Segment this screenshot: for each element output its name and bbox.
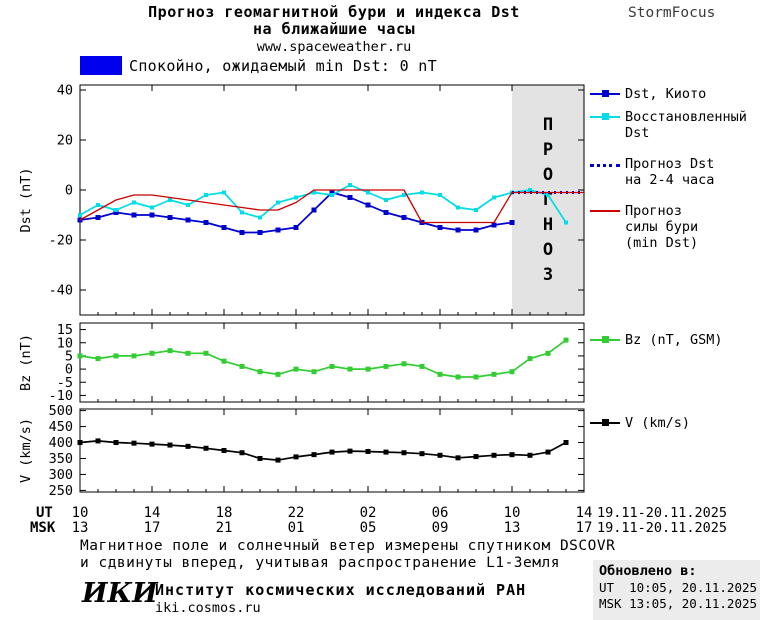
legend-dst-kyoto: Dst, Киото	[590, 86, 706, 102]
updated-box: Обновлено в: UT 10:05, 20.11.2025 MSK 13…	[593, 560, 760, 620]
iki-logo: ИКИ	[82, 578, 158, 609]
svg-text:17: 17	[576, 520, 593, 536]
svg-text:MSK: MSK	[30, 520, 56, 536]
legend-bz: Bz (nT, GSM)	[590, 332, 723, 348]
svg-text:17: 17	[144, 520, 161, 536]
svg-text:22: 22	[288, 505, 305, 521]
svg-text:09: 09	[432, 520, 449, 536]
title-line2: на ближайшие часы	[252, 20, 416, 38]
svg-text:-40: -40	[49, 283, 73, 299]
data-source-line2: и сдвинуты вперед, учитывая распростране…	[80, 555, 560, 571]
legend-label: Прогноз силы бури (min Dst)	[625, 203, 699, 251]
svg-text:350: 350	[49, 451, 73, 467]
svg-text:18: 18	[216, 505, 233, 521]
svg-text:О: О	[543, 240, 553, 260]
updated-ut: UT 10:05, 20.11.2025	[599, 580, 758, 595]
svg-text:21: 21	[216, 520, 233, 536]
svg-text:-20: -20	[49, 233, 73, 249]
brand-label: StormFocus	[628, 5, 716, 21]
svg-text:Dst (nT): Dst (nT)	[18, 167, 34, 232]
data-source-line1: Магнитное поле и солнечный ветер измерен…	[80, 538, 616, 554]
legend-v: V (km/s)	[590, 415, 690, 431]
title-line1: Прогноз геомагнитной бури и индекса Dst	[148, 3, 520, 21]
restored-dst-line-icon	[590, 112, 620, 122]
quiet-level-swatch	[80, 56, 122, 75]
svg-text:З: З	[543, 265, 553, 285]
svg-text:06: 06	[432, 505, 449, 521]
svg-text:15: 15	[57, 322, 73, 338]
svg-text:450: 450	[49, 419, 73, 435]
svg-text:5: 5	[65, 348, 73, 364]
svg-text:40: 40	[57, 83, 73, 99]
svg-text:Р: Р	[543, 140, 553, 160]
bz-line-icon	[590, 335, 620, 345]
svg-text:01: 01	[288, 520, 305, 536]
storm-strength-line-icon	[590, 206, 620, 216]
iki-url: iki.cosmos.ru	[155, 600, 261, 616]
status-row: Спокойно, ожидаемый min Dst: 0 nT	[80, 56, 437, 75]
legend-storm-strength: Прогноз силы бури (min Dst)	[590, 203, 698, 251]
institute-name: Институт космических исследований РАН	[155, 581, 527, 599]
svg-text:Г: Г	[543, 190, 553, 210]
legend-label: V (km/s)	[625, 415, 691, 431]
svg-text:14: 14	[144, 505, 161, 521]
status-label: Спокойно, ожидаемый min Dst: 0 nT	[129, 56, 437, 75]
svg-text:10: 10	[504, 505, 521, 521]
chart-title-block: Прогноз геомагнитной бури и индекса Dst …	[80, 3, 588, 56]
updated-label: Обновлено в:	[599, 563, 697, 579]
svg-text:0: 0	[65, 362, 73, 378]
svg-text:-5: -5	[57, 375, 73, 391]
spaceweather-url: www.spaceweather.ru	[256, 39, 412, 55]
v-line-icon	[590, 418, 620, 428]
legend-label: Прогноз Dst на 2-4 часа	[625, 156, 715, 188]
svg-text:П: П	[543, 115, 553, 135]
svg-text:10: 10	[57, 335, 73, 351]
svg-text:20: 20	[57, 133, 73, 149]
updated-msk: MSK 13:05, 20.11.2025	[599, 596, 758, 611]
svg-text:Н: Н	[543, 215, 553, 235]
svg-text:19.11-20.11.2025: 19.11-20.11.2025	[597, 505, 727, 521]
legend-label: Dst, Киото	[625, 86, 707, 102]
legend-restored-dst: Восстановленный Dst	[590, 109, 747, 141]
legend-label: Восстановленный Dst	[625, 109, 747, 141]
legend-forecast-dst: Прогноз Dst на 2-4 часа	[590, 156, 714, 188]
svg-text:19.11-20.11.2025: 19.11-20.11.2025	[597, 520, 727, 536]
svg-text:Bz (nT): Bz (nT)	[18, 334, 34, 391]
svg-text:400: 400	[49, 435, 73, 451]
svg-text:V (km/s): V (km/s)	[18, 418, 34, 483]
svg-text:13: 13	[72, 520, 89, 536]
forecast-dst-dotted-line-icon	[590, 164, 620, 167]
svg-text:10: 10	[72, 505, 89, 521]
svg-text:0: 0	[65, 183, 73, 199]
svg-text:-10: -10	[49, 388, 73, 404]
svg-text:14: 14	[576, 505, 593, 521]
svg-text:300: 300	[49, 467, 73, 483]
data-source-note: Магнитное поле и солнечный ветер измерен…	[80, 538, 615, 572]
svg-text:250: 250	[49, 483, 73, 499]
svg-text:05: 05	[360, 520, 377, 536]
svg-text:02: 02	[360, 505, 377, 521]
svg-text:500: 500	[49, 403, 73, 419]
svg-text:О: О	[543, 165, 553, 185]
legend-label: Bz (nT, GSM)	[625, 332, 723, 348]
svg-text:13: 13	[504, 520, 521, 536]
svg-text:UT: UT	[36, 505, 53, 521]
dst-kyoto-line-icon	[590, 89, 620, 99]
